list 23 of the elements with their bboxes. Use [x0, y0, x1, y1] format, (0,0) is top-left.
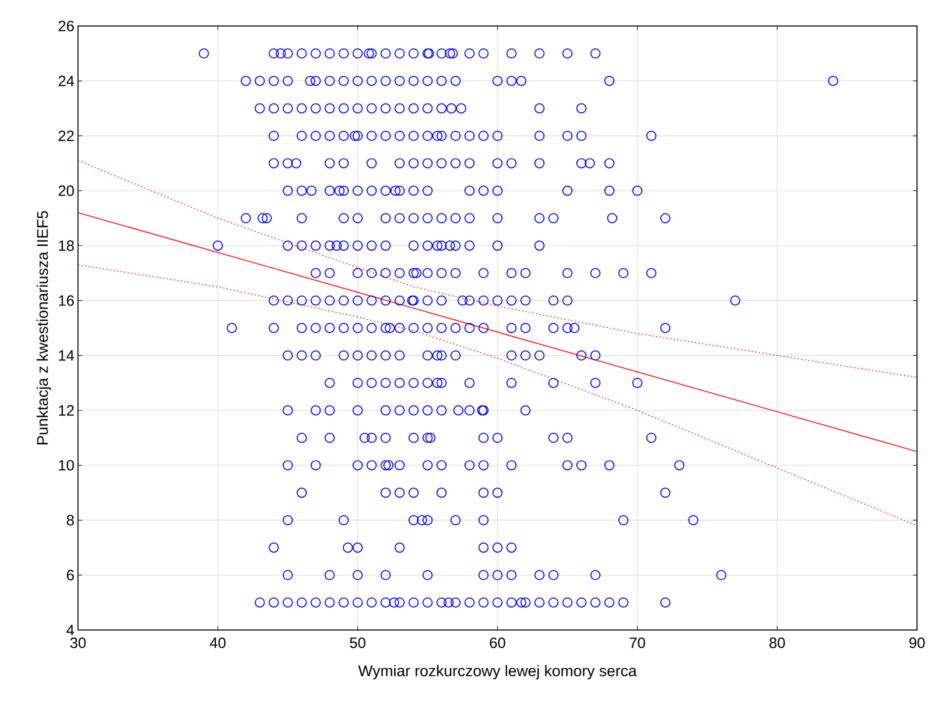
x-tick-label: 70 — [630, 638, 646, 648]
line-series — [78, 160, 918, 378]
y-tick-label: 6 — [66, 570, 74, 580]
x-tick-label: 30 — [70, 638, 86, 648]
y-tick-label: 22 — [58, 130, 74, 142]
x-tick-label: 60 — [490, 638, 506, 648]
x-tick-label: 50 — [350, 638, 366, 648]
y-tick-label: 14 — [59, 350, 74, 361]
x-axis-title: Wymiar rozkurczowy lewej komory serca — [358, 664, 637, 680]
y-tick-label: 8 — [66, 514, 74, 526]
y-tick-label: 26 — [58, 20, 74, 32]
x-tick-label: 40 — [210, 638, 226, 648]
y-tick-label: 24 — [58, 76, 74, 86]
y-tick-label: 4 — [66, 624, 74, 636]
y-tick-label: 12 — [59, 405, 74, 416]
y-tick-label: 10 — [59, 460, 74, 471]
y-tick-label: 18 — [59, 240, 74, 251]
x-tick-label: 90 — [909, 638, 925, 648]
y-tick-label: 20 — [58, 185, 74, 196]
line-series — [78, 264, 918, 526]
x-tick-label: 80 — [770, 638, 785, 648]
y-axis-title: Punktacja z kwestionariusza IIEF5 — [36, 211, 52, 444]
y-tick-label: 16 — [59, 295, 74, 306]
